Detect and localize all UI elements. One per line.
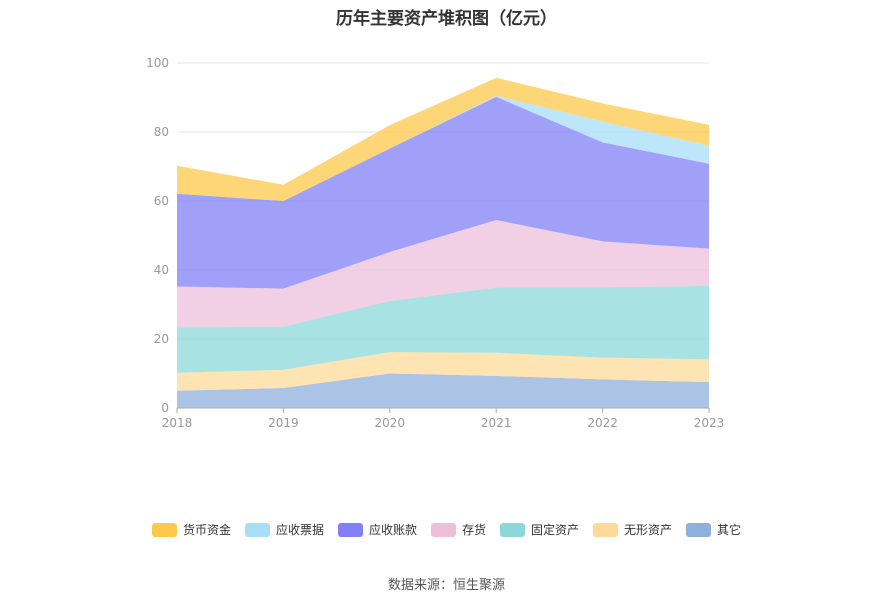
area-series-货币资金[interactable] — [177, 77, 709, 201]
x-tick-label: 2020 — [375, 416, 406, 430]
legend-item[interactable]: 无形资产 — [593, 521, 672, 538]
y-tick-label: 40 — [154, 263, 169, 277]
area-series-应收票据[interactable] — [177, 95, 709, 201]
x-tick-label: 2022 — [587, 416, 618, 430]
legend: 货币资金 应收票据 应收账款 存货 固定资产 无形资产 其它 — [0, 521, 893, 538]
legend-swatch — [430, 522, 456, 537]
legend-item[interactable]: 应收账款 — [337, 521, 417, 538]
y-tick-label: 100 — [146, 56, 169, 70]
legend-item[interactable]: 固定资产 — [500, 521, 579, 538]
legend-swatch — [337, 522, 363, 537]
area-series-无形资产[interactable] — [177, 352, 709, 391]
y-tick-label: 0 — [161, 401, 169, 415]
x-axis: 2018 2019 2020 2021 2022 2023 — [162, 408, 725, 430]
area-series-固定资产[interactable] — [177, 285, 709, 373]
legend-item[interactable]: 货币资金 — [151, 521, 231, 538]
legend-item[interactable]: 应收票据 — [244, 521, 324, 538]
y-axis: 0 20 40 60 80 100 — [146, 56, 169, 415]
legend-swatch — [593, 522, 619, 537]
legend-swatch — [686, 522, 712, 537]
area-series-其它[interactable] — [177, 373, 709, 409]
data-source: 数据来源：恒生聚源 — [387, 578, 505, 593]
legend-label: 货币资金 — [182, 523, 231, 537]
x-tick-label: 2018 — [162, 416, 193, 430]
legend-swatch — [244, 522, 270, 537]
y-tick-label: 60 — [154, 194, 169, 208]
y-tick-label: 80 — [154, 125, 169, 139]
chart-title: 历年主要资产堆积图（亿元） — [336, 9, 557, 29]
y-tick-label: 20 — [154, 332, 169, 346]
legend-swatch — [500, 522, 525, 537]
legend-label: 应收票据 — [275, 523, 324, 537]
area-series-应收账款[interactable] — [177, 96, 709, 289]
legend-item[interactable]: 其它 — [686, 521, 741, 538]
x-tick-label: 2019 — [268, 416, 299, 430]
area-series — [177, 77, 709, 409]
legend-item[interactable]: 存货 — [430, 521, 486, 538]
legend-label: 固定资产 — [531, 523, 580, 537]
legend-label: 应收账款 — [368, 523, 417, 537]
legend-label: 无形资产 — [624, 523, 673, 537]
x-tick-label: 2021 — [481, 416, 512, 430]
legend-label: 存货 — [461, 523, 486, 537]
legend-swatch — [151, 522, 177, 537]
legend-label: 其它 — [717, 523, 742, 537]
area-series-存货[interactable] — [177, 219, 709, 328]
x-tick-label: 2023 — [694, 416, 725, 430]
